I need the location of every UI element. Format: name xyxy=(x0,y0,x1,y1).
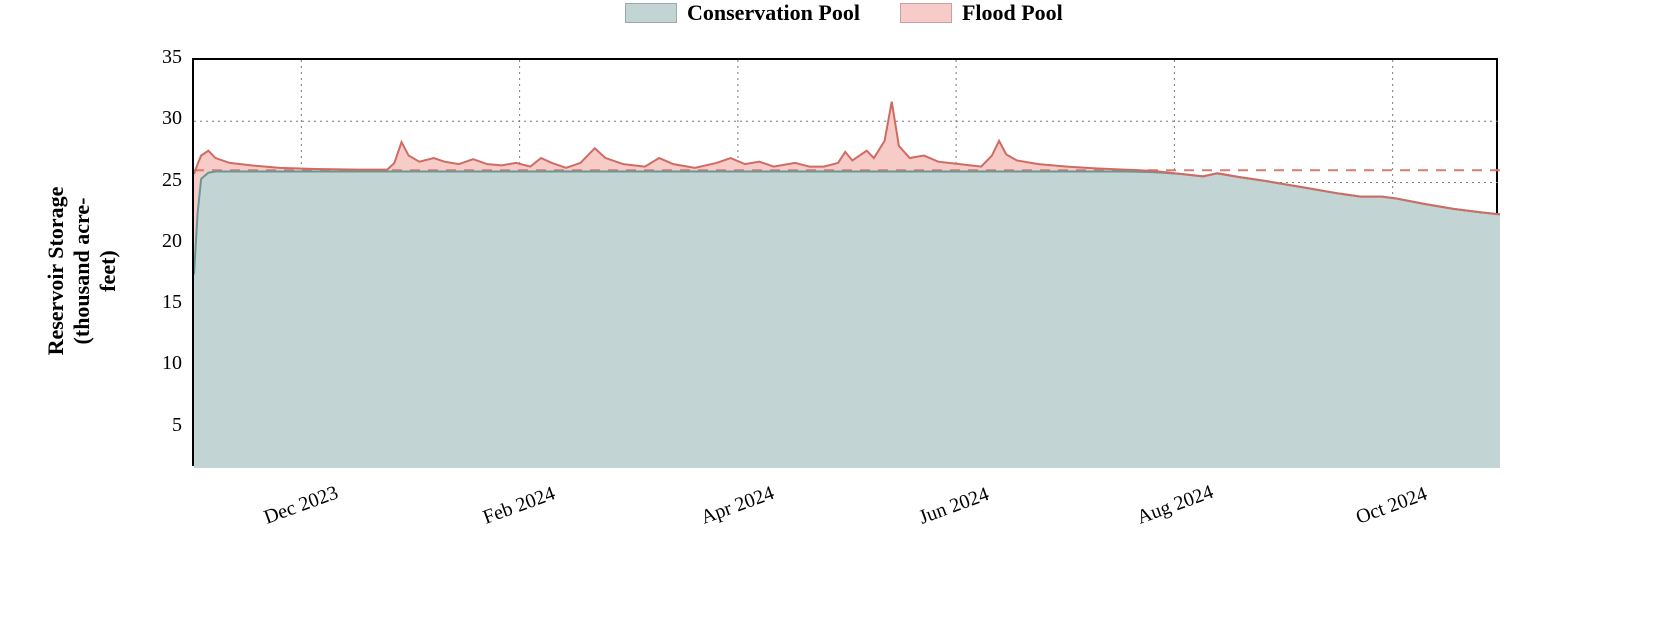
legend: Conservation Pool Flood Pool xyxy=(625,0,1063,26)
y-tick-label: 5 xyxy=(142,414,182,437)
x-tick-label: Dec 2023 xyxy=(261,482,341,530)
y-tick-label: 30 xyxy=(142,107,182,130)
x-tick-label: Aug 2024 xyxy=(1134,481,1217,530)
legend-label-flood: Flood Pool xyxy=(962,0,1063,26)
y-tick-label: 35 xyxy=(142,46,182,69)
x-tick-label: Feb 2024 xyxy=(480,482,558,529)
y-tick-label: 25 xyxy=(142,169,182,192)
y-axis-label: Reservoir Storage (thousand acre-feet) xyxy=(43,181,121,361)
legend-item-conservation: Conservation Pool xyxy=(625,0,860,26)
plot-area xyxy=(192,58,1498,466)
y-tick-label: 10 xyxy=(142,352,182,375)
x-tick-label: Apr 2024 xyxy=(698,482,777,530)
y-tick-label: 20 xyxy=(142,230,182,253)
reservoir-storage-chart: Conservation Pool Flood Pool Reservoir S… xyxy=(0,0,1680,630)
legend-label-conservation: Conservation Pool xyxy=(687,0,860,26)
y-tick-label: 15 xyxy=(142,291,182,314)
legend-swatch-flood xyxy=(900,3,952,23)
legend-item-flood: Flood Pool xyxy=(900,0,1063,26)
legend-swatch-conservation xyxy=(625,3,677,23)
x-tick-label: Oct 2024 xyxy=(1353,483,1430,530)
x-tick-label: Jun 2024 xyxy=(916,483,992,530)
